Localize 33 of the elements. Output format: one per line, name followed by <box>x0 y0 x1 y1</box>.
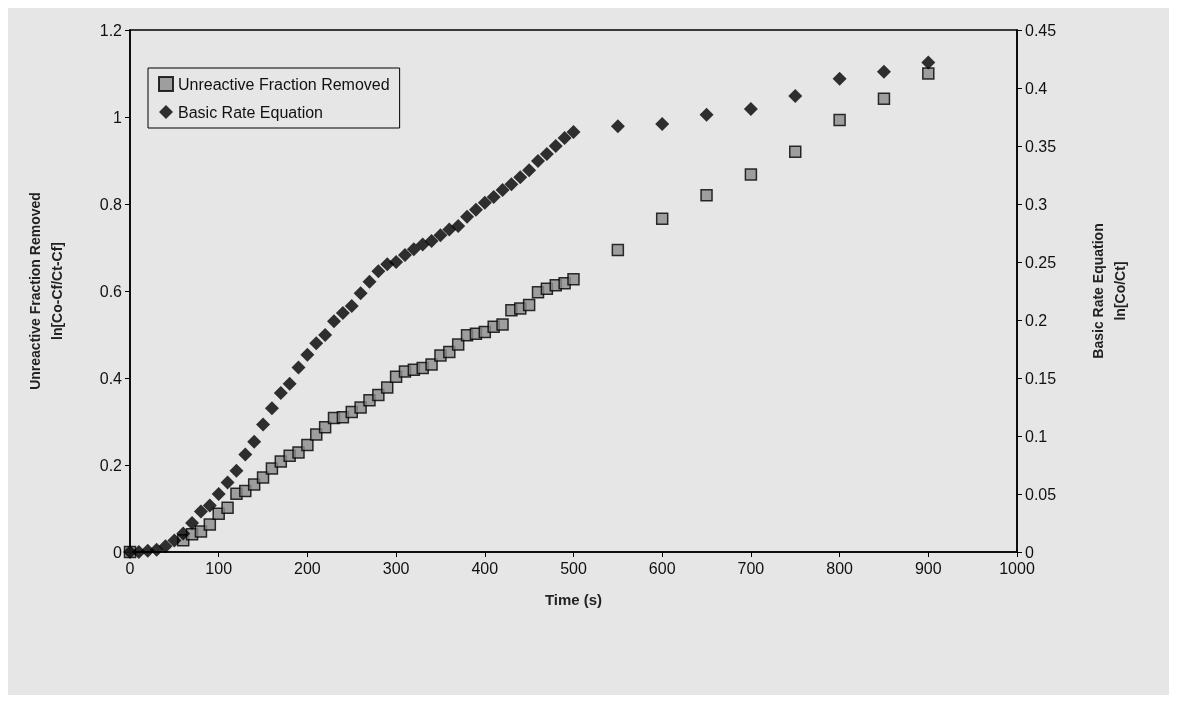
x-tick-label: 0 <box>125 559 135 577</box>
y2-tick-label: 0.2 <box>1025 311 1048 329</box>
y2-tick-label: 0.25 <box>1025 253 1057 271</box>
y-tick-label: 0.6 <box>99 282 123 300</box>
y-axis-title: Unreactive Fraction Removed ln[Co-Cf/Ct-Cf] <box>27 192 65 390</box>
x-axis-title: Time (s) <box>544 591 603 608</box>
y2-tick-label: 0.3 <box>1025 195 1048 213</box>
x-tick-label: 200 <box>294 559 321 577</box>
x-tick-label: 500 <box>560 559 587 577</box>
y2-tick-label: 0.45 <box>1025 21 1057 39</box>
legend-label: Unreactive Fraction Removed <box>178 75 390 93</box>
y2-tick-label: 0.1 <box>1025 427 1048 445</box>
x-tick-label: 1000 <box>999 559 1035 577</box>
x-tick-label: 600 <box>648 559 676 577</box>
x-tick-label: 700 <box>737 559 765 577</box>
y2-tick-label: 0.35 <box>1025 137 1057 155</box>
x-tick-label: 800 <box>826 559 854 577</box>
y-tick-label: 0 <box>113 543 123 561</box>
legend-label: Basic Rate Equation <box>178 103 323 121</box>
y-tick-label: 0.8 <box>99 195 123 213</box>
y-tick-label: 1.2 <box>99 21 123 39</box>
x-tick-label: 900 <box>914 559 942 577</box>
y-tick-label: 0.4 <box>99 369 123 387</box>
y2-tick-label: 0.4 <box>1025 79 1048 97</box>
y2-tick-label: 0.15 <box>1025 369 1057 387</box>
y-tick-label: 0.2 <box>99 456 123 474</box>
y2-tick-label: 0.05 <box>1025 485 1057 503</box>
y2-tick-label: 0 <box>1025 543 1034 561</box>
x-tick-label: 100 <box>205 559 233 577</box>
y-tick-label: 1 <box>113 108 123 126</box>
x-tick-label: 400 <box>471 559 499 577</box>
x-tick-label: 300 <box>382 559 410 577</box>
y2-axis-title: Basic Rate Equation ln[Co/Ct] <box>1090 223 1128 359</box>
